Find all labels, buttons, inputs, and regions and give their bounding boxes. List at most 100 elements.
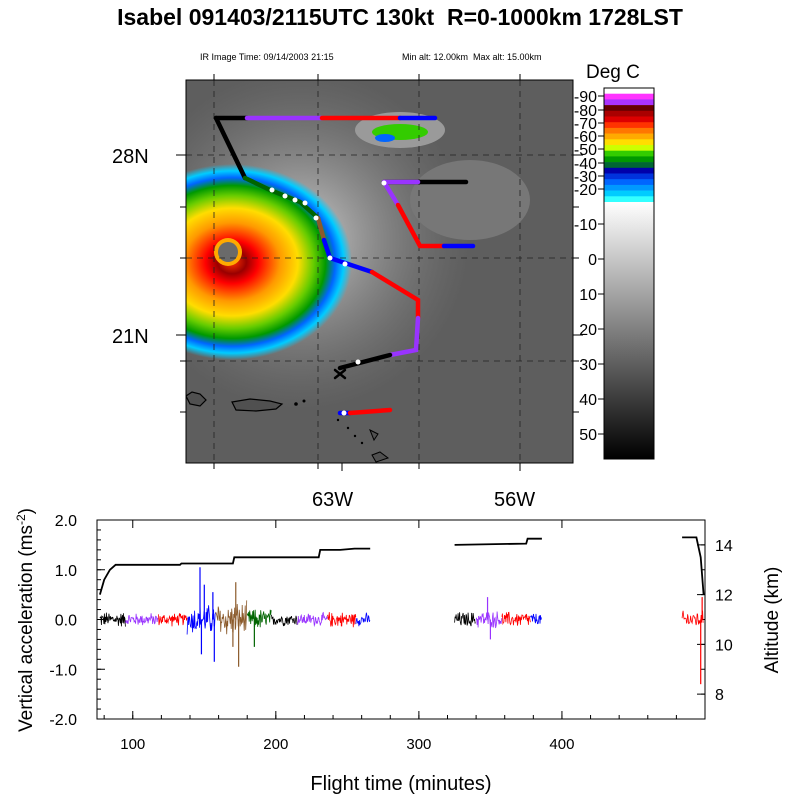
acceleration-trace <box>681 610 704 626</box>
y-tick-label: -1.0 <box>49 662 77 679</box>
colorbar-swatch <box>604 122 654 129</box>
x-tick-label: 300 <box>406 736 431 753</box>
acceleration-trace <box>326 612 357 628</box>
altitude-line <box>99 547 371 595</box>
colorbar-gray-scale <box>604 202 654 459</box>
x-axis-label: Flight time (minutes) <box>310 773 491 795</box>
cloud-patch <box>410 160 530 240</box>
acceleration-trace <box>475 611 502 629</box>
satellite-map: 28N 21N 63W 56W <box>112 74 583 511</box>
acceleration-trace <box>501 611 531 626</box>
track-leg <box>387 315 421 358</box>
colorbar-tick-label: -70 <box>574 116 597 133</box>
track-leg <box>347 407 393 416</box>
acceleration-trace <box>296 611 328 628</box>
y-axis-label: Vertical acceleration (ms-2) <box>14 508 37 732</box>
colorbar-tick-label: -80 <box>574 103 597 120</box>
colorbar-tick-label: 50 <box>579 427 597 444</box>
colorbar-swatches <box>604 88 654 203</box>
colorbar-title: Deg C <box>586 62 640 83</box>
y-tick-label: 0.0 <box>55 613 77 630</box>
colorbar-swatch <box>604 190 654 197</box>
colorbar-swatch <box>604 150 654 157</box>
acceleration-trace <box>355 612 371 627</box>
y-tick-label: 1.0 <box>55 563 77 580</box>
colorbar-swatch <box>604 139 654 146</box>
colorbar-tick-label: 40 <box>579 392 597 409</box>
acceleration-trace <box>99 612 126 627</box>
map-gridlines <box>186 80 573 463</box>
colorbar-tick-label: -90 <box>574 89 597 106</box>
colorbar-swatch <box>604 173 654 180</box>
x-tick-label: 400 <box>549 736 574 753</box>
colorbar-swatch <box>604 127 654 134</box>
acceleration-trace <box>271 614 298 627</box>
y2-axis-label: Altitude (km) <box>762 567 783 674</box>
map-frame <box>185 79 574 464</box>
time-series-chart: 100 200 300 400 2.0 1.0 0.0 -1.0 -2.0 14 12 10 8 Fli… <box>14 508 783 795</box>
altitude-line <box>682 536 705 595</box>
colorbar: Deg C -90-80-70-60-50-40-30-20 -10 0 10 20 30… <box>574 62 655 460</box>
track-leg <box>395 202 447 249</box>
colorbar-tick-label: -30 <box>574 169 597 186</box>
acceleration-trace <box>454 612 476 627</box>
acceleration-trace <box>246 609 272 628</box>
y-tick-label: -2.0 <box>49 712 77 729</box>
colorbar-tick-label: -10 <box>574 217 597 234</box>
colorbar-swatch <box>604 88 654 94</box>
colorbar-swatch <box>604 162 654 169</box>
x-tick-label: 100 <box>120 736 145 753</box>
page-title: Isabel 091403/2115UTC 130kt R=0-1000km 1… <box>117 4 683 30</box>
hurricane-eye <box>218 242 238 262</box>
colorbar-ticks: -90-80-70-60-50-40-30-20 -10 0 10 20 30 40 50 <box>574 89 604 444</box>
track-leg <box>213 115 248 181</box>
colorbar-swatch <box>604 93 654 100</box>
y2-tick-label: 8 <box>715 687 724 704</box>
colorbar-swatch <box>604 196 654 203</box>
altitude-line <box>454 537 542 546</box>
track-leg <box>337 352 393 371</box>
lat-label: 28N <box>112 146 149 168</box>
chart-ticks: 100 200 300 400 2.0 1.0 0.0 -1.0 -2.0 14 12 10 8 <box>49 513 732 753</box>
colorbar-tick-label: 20 <box>579 322 597 339</box>
colorbar-tick-label: -40 <box>574 156 597 173</box>
track-leg <box>369 269 421 321</box>
track-leg <box>381 179 401 208</box>
acceleration-trace <box>215 600 248 635</box>
colorbar-swatch <box>604 167 654 174</box>
x-tick-label: 200 <box>263 736 288 753</box>
acceleration-trace <box>530 613 542 625</box>
acceleration-trace <box>125 613 159 626</box>
colorbar-swatch <box>604 133 654 140</box>
lon-label: 56W <box>494 489 535 511</box>
y2-tick-label: 14 <box>715 538 733 555</box>
colorbar-tick-label: 30 <box>579 357 597 374</box>
colorbar-swatch <box>604 179 654 186</box>
track-leg <box>315 215 327 243</box>
acceleration-series <box>99 567 704 685</box>
coastlines <box>186 391 390 463</box>
colorbar-swatch <box>604 110 654 117</box>
acceleration-trace <box>158 613 188 627</box>
track-marker <box>333 368 347 380</box>
colorbar-swatch <box>604 99 654 106</box>
y-tick-label: 2.0 <box>55 513 77 530</box>
plot-frame <box>96 519 706 720</box>
lat-label: 21N <box>112 326 149 348</box>
colorbar-frame <box>603 87 655 460</box>
colorbar-tick-label: -50 <box>574 142 597 159</box>
altitude-range: Min alt: 12.00km Max alt: 15.00km <box>402 52 542 62</box>
colorbar-tick-label: -60 <box>574 129 597 146</box>
colorbar-swatch <box>604 145 654 151</box>
lon-label: 63W <box>312 489 353 511</box>
colorbar-tick-label: 10 <box>579 287 597 304</box>
altitude-series <box>99 536 705 595</box>
colorbar-swatch <box>604 116 654 123</box>
y2-tick-label: 12 <box>715 588 733 605</box>
convection-patch <box>375 134 395 142</box>
dropsonde-points <box>269 180 387 416</box>
map-ticks <box>176 74 583 471</box>
colorbar-swatch <box>604 156 654 163</box>
colorbar-tick-label: 0 <box>588 252 597 269</box>
